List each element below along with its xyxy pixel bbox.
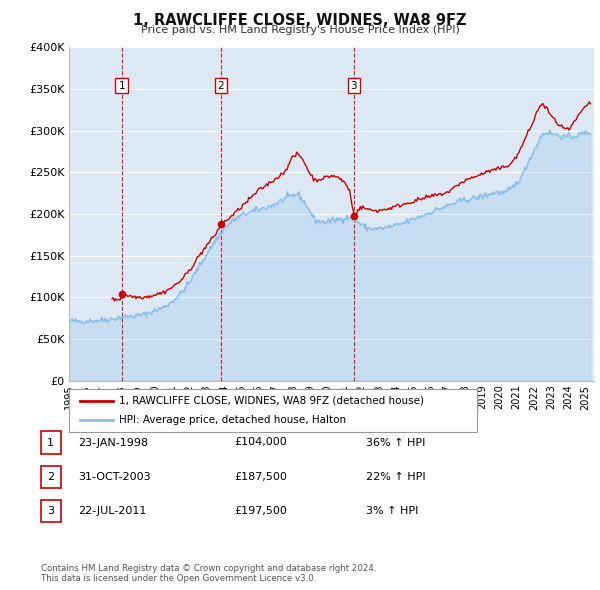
Text: £197,500: £197,500	[234, 506, 287, 516]
Text: 3% ↑ HPI: 3% ↑ HPI	[366, 506, 418, 516]
Text: 22-JUL-2011: 22-JUL-2011	[78, 506, 146, 516]
Text: £187,500: £187,500	[234, 472, 287, 481]
Text: 1, RAWCLIFFE CLOSE, WIDNES, WA8 9FZ (detached house): 1, RAWCLIFFE CLOSE, WIDNES, WA8 9FZ (det…	[119, 396, 424, 406]
Text: 23-JAN-1998: 23-JAN-1998	[78, 438, 148, 447]
Text: 2: 2	[218, 81, 224, 90]
Text: 1, RAWCLIFFE CLOSE, WIDNES, WA8 9FZ: 1, RAWCLIFFE CLOSE, WIDNES, WA8 9FZ	[133, 13, 467, 28]
Text: 36% ↑ HPI: 36% ↑ HPI	[366, 438, 425, 447]
Text: 3: 3	[47, 506, 54, 516]
Text: £104,000: £104,000	[234, 438, 287, 447]
Text: HPI: Average price, detached house, Halton: HPI: Average price, detached house, Halt…	[119, 415, 346, 425]
Text: 1: 1	[47, 438, 54, 447]
Text: Price paid vs. HM Land Registry's House Price Index (HPI): Price paid vs. HM Land Registry's House …	[140, 25, 460, 35]
Text: 22% ↑ HPI: 22% ↑ HPI	[366, 472, 425, 481]
Text: 2: 2	[47, 472, 54, 481]
Text: 1: 1	[118, 81, 125, 90]
Text: 31-OCT-2003: 31-OCT-2003	[78, 472, 151, 481]
Text: 3: 3	[350, 81, 357, 90]
Text: Contains HM Land Registry data © Crown copyright and database right 2024.
This d: Contains HM Land Registry data © Crown c…	[41, 563, 376, 583]
